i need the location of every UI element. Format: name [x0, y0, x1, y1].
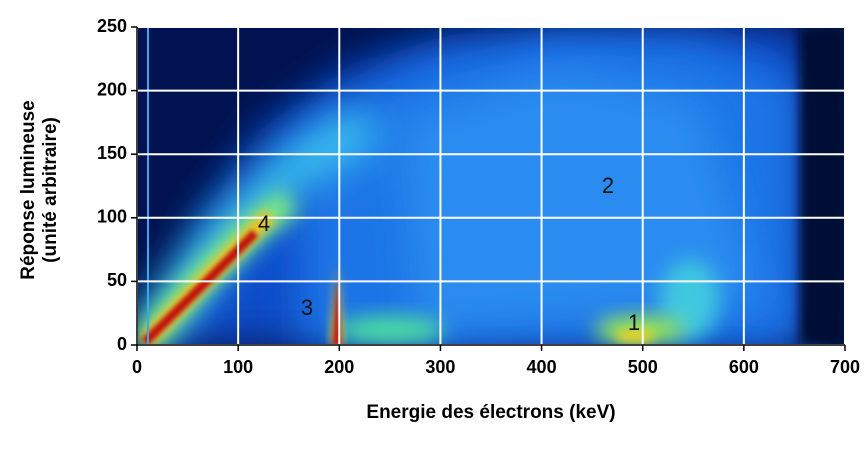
y-tick-label: 0	[117, 334, 127, 354]
y-tick-label: 250	[97, 16, 127, 36]
x-tick-label: 600	[729, 357, 759, 377]
annotation: 2	[602, 173, 614, 198]
x-tick-label: 700	[830, 357, 860, 377]
x-tick-label: 400	[527, 357, 557, 377]
y-tick-label: 50	[107, 270, 127, 290]
x-tick-label: 0	[132, 357, 142, 377]
annotation: 4	[258, 211, 270, 236]
grid	[136, 26, 846, 346]
x-tick-label: 100	[223, 357, 253, 377]
y-tick-label: 150	[97, 143, 127, 163]
annotation: 3	[301, 295, 313, 320]
y-axis-label: (unité arbitraire)	[40, 117, 61, 263]
y-tick-label: 200	[97, 79, 127, 99]
y-tick-label: 100	[97, 207, 127, 227]
density-map	[137, 27, 845, 345]
x-tick-label: 300	[425, 357, 455, 377]
x-tick-label: 500	[628, 357, 658, 377]
annotation: 1	[628, 310, 640, 335]
x-axis-label: Energie des électrons (keV)	[366, 402, 615, 423]
y-axis-label: Réponse lumineuse	[18, 100, 39, 280]
x-tick-label: 200	[324, 357, 354, 377]
annotations: 1 2 3 4	[258, 173, 640, 335]
